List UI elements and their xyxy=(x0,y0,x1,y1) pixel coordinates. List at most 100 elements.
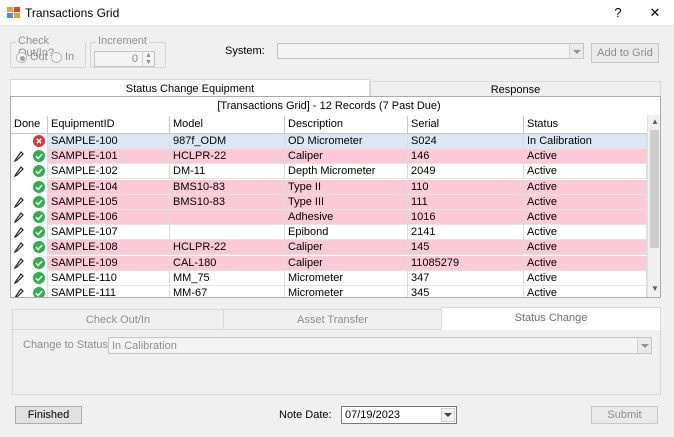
tab-status-change-equipment[interactable]: Status Change Equipment xyxy=(10,79,370,98)
cell-done[interactable] xyxy=(11,270,48,286)
cell-status[interactable]: Active xyxy=(524,179,647,195)
cell-status[interactable]: Active xyxy=(524,210,647,225)
pencil-icon[interactable] xyxy=(14,242,24,254)
cell-description[interactable]: Caliper xyxy=(285,255,408,271)
cell-status[interactable]: In Calibration xyxy=(524,134,647,149)
pencil-icon[interactable] xyxy=(14,288,24,298)
cell-done[interactable] xyxy=(11,149,48,165)
pencil-icon[interactable] xyxy=(14,151,24,163)
calendar-dropdown-icon[interactable] xyxy=(441,408,455,422)
cell-model[interactable]: MM-67 xyxy=(170,286,285,297)
cell-status[interactable]: Active xyxy=(524,194,647,210)
cell-model[interactable]: HCLPR-22 xyxy=(170,149,285,165)
scroll-thumb[interactable] xyxy=(650,130,659,248)
cell-status[interactable]: Active xyxy=(524,164,647,180)
cell-done[interactable] xyxy=(11,240,48,256)
cell-description[interactable]: Type III xyxy=(285,194,408,210)
chevron-down-icon[interactable] xyxy=(637,338,651,353)
cell-serial[interactable]: 2049 xyxy=(408,164,524,180)
cell-description[interactable]: Micrometer xyxy=(285,270,408,286)
table-row[interactable]: SAMPLE-100 987f_ODM OD Micrometer S024 In Ca… xyxy=(11,134,647,149)
cell-status[interactable]: Active xyxy=(524,149,647,165)
cell-model[interactable]: MM_75 xyxy=(170,270,285,286)
cell-model[interactable]: DM-11 xyxy=(170,164,285,180)
submit-button[interactable]: Submit xyxy=(591,406,658,424)
cell-serial[interactable]: 11085279 xyxy=(408,255,524,271)
cell-equipmentid[interactable]: SAMPLE-109 xyxy=(48,255,170,271)
cell-equipmentid[interactable]: SAMPLE-102 xyxy=(48,164,170,180)
table-row[interactable]: SAMPLE-110 MM_75 Micrometer 347 Active xyxy=(11,270,647,286)
cell-done[interactable] xyxy=(11,164,48,180)
column-header-serial[interactable]: Serial xyxy=(408,116,524,133)
help-button[interactable]: ? xyxy=(614,5,622,20)
out-radio[interactable] xyxy=(16,52,27,63)
tab-asset-transfer[interactable]: Asset Transfer xyxy=(223,309,442,330)
cell-model[interactable] xyxy=(170,210,285,225)
cell-serial[interactable]: 110 xyxy=(408,179,524,195)
cell-done[interactable] xyxy=(11,179,48,195)
tab-status-change[interactable]: Status Change xyxy=(441,307,661,330)
table-row[interactable]: SAMPLE-108 HCLPR-22 Caliper 145 Active xyxy=(11,240,647,256)
cell-status[interactable]: Active xyxy=(524,240,647,256)
cell-model[interactable]: CAL-180 xyxy=(170,255,285,271)
cell-serial[interactable]: S024 xyxy=(408,134,524,149)
cell-done[interactable] xyxy=(11,286,48,298)
spin-arrows-icon[interactable]: ▲ ▼ xyxy=(142,52,154,66)
cell-serial[interactable]: 347 xyxy=(408,270,524,286)
table-row[interactable]: SAMPLE-105 BMS10-83 Type III 111 Active xyxy=(11,194,647,210)
table-row[interactable]: SAMPLE-102 DM-11 Depth Micrometer 2049 Activ… xyxy=(11,164,647,180)
table-row[interactable]: SAMPLE-109 CAL-180 Caliper 11085279 Active xyxy=(11,255,647,271)
cell-model[interactable]: BMS10-83 xyxy=(170,194,285,210)
table-row[interactable]: SAMPLE-104 BMS10-83 Type II 110 Active xyxy=(11,179,647,195)
cell-serial[interactable]: 1016 xyxy=(408,210,524,225)
chevron-down-icon[interactable] xyxy=(569,44,583,58)
cell-serial[interactable]: 145 xyxy=(408,240,524,256)
cell-description[interactable]: Caliper xyxy=(285,240,408,256)
cell-description[interactable]: Adhesive xyxy=(285,210,408,225)
cell-equipmentid[interactable]: SAMPLE-107 xyxy=(48,225,170,241)
cell-done[interactable] xyxy=(11,255,48,271)
column-header-done[interactable]: Done xyxy=(11,116,48,133)
cell-serial[interactable]: 345 xyxy=(408,286,524,297)
change-to-status-dropdown[interactable]: In Calibration xyxy=(108,337,652,354)
pencil-icon[interactable] xyxy=(14,196,24,208)
cell-serial[interactable]: 146 xyxy=(408,149,524,165)
cell-description[interactable]: Caliper xyxy=(285,149,408,165)
tab-check-out-in[interactable]: Check Out/In xyxy=(12,309,224,330)
cell-equipmentid[interactable]: SAMPLE-106 xyxy=(48,210,170,225)
cell-equipmentid[interactable]: SAMPLE-105 xyxy=(48,194,170,210)
cell-model[interactable]: BMS10-83 xyxy=(170,179,285,195)
column-header-model[interactable]: Model xyxy=(170,116,285,133)
cell-model[interactable] xyxy=(170,225,285,241)
cell-model[interactable]: 987f_ODM xyxy=(170,134,285,149)
cell-done[interactable] xyxy=(11,210,48,225)
table-row[interactable]: SAMPLE-111 MM-67 Micrometer 345 Active xyxy=(11,286,647,298)
pencil-icon[interactable] xyxy=(14,166,24,178)
add-to-grid-button[interactable]: Add to Grid xyxy=(591,43,659,63)
cell-serial[interactable]: 111 xyxy=(408,194,524,210)
finished-button[interactable]: Finished xyxy=(15,406,82,424)
cell-status[interactable]: Active xyxy=(524,255,647,271)
system-dropdown[interactable] xyxy=(277,43,584,59)
column-header-status[interactable]: Status xyxy=(524,116,647,133)
cell-equipmentid[interactable]: SAMPLE-111 xyxy=(48,286,170,297)
cell-description[interactable]: Epibond xyxy=(285,225,408,241)
cell-status[interactable]: Active xyxy=(524,270,647,286)
note-date-picker[interactable]: 07/19/2023 xyxy=(341,406,457,424)
cell-done[interactable] xyxy=(11,225,48,241)
scroll-up-icon[interactable]: ▲ xyxy=(651,117,659,126)
column-header-description[interactable]: Description xyxy=(285,116,408,133)
cell-status[interactable]: Active xyxy=(524,286,647,297)
cell-status[interactable]: Active xyxy=(524,225,647,241)
pencil-icon[interactable] xyxy=(14,227,24,239)
cell-done[interactable] xyxy=(11,134,48,149)
close-button[interactable]: ✕ xyxy=(649,5,661,20)
cell-equipmentid[interactable]: SAMPLE-101 xyxy=(48,149,170,165)
transactions-grid[interactable]: [Transactions Grid] - 12 Records (7 Past… xyxy=(10,96,661,298)
cell-equipmentid[interactable]: SAMPLE-100 xyxy=(48,134,170,149)
cell-description[interactable]: Depth Micrometer xyxy=(285,164,408,180)
cell-equipmentid[interactable]: SAMPLE-108 xyxy=(48,240,170,256)
cell-serial[interactable]: 2141 xyxy=(408,225,524,241)
cell-description[interactable]: OD Micrometer xyxy=(285,134,408,149)
increment-stepper[interactable]: 0 ▲ ▼ xyxy=(94,51,155,67)
